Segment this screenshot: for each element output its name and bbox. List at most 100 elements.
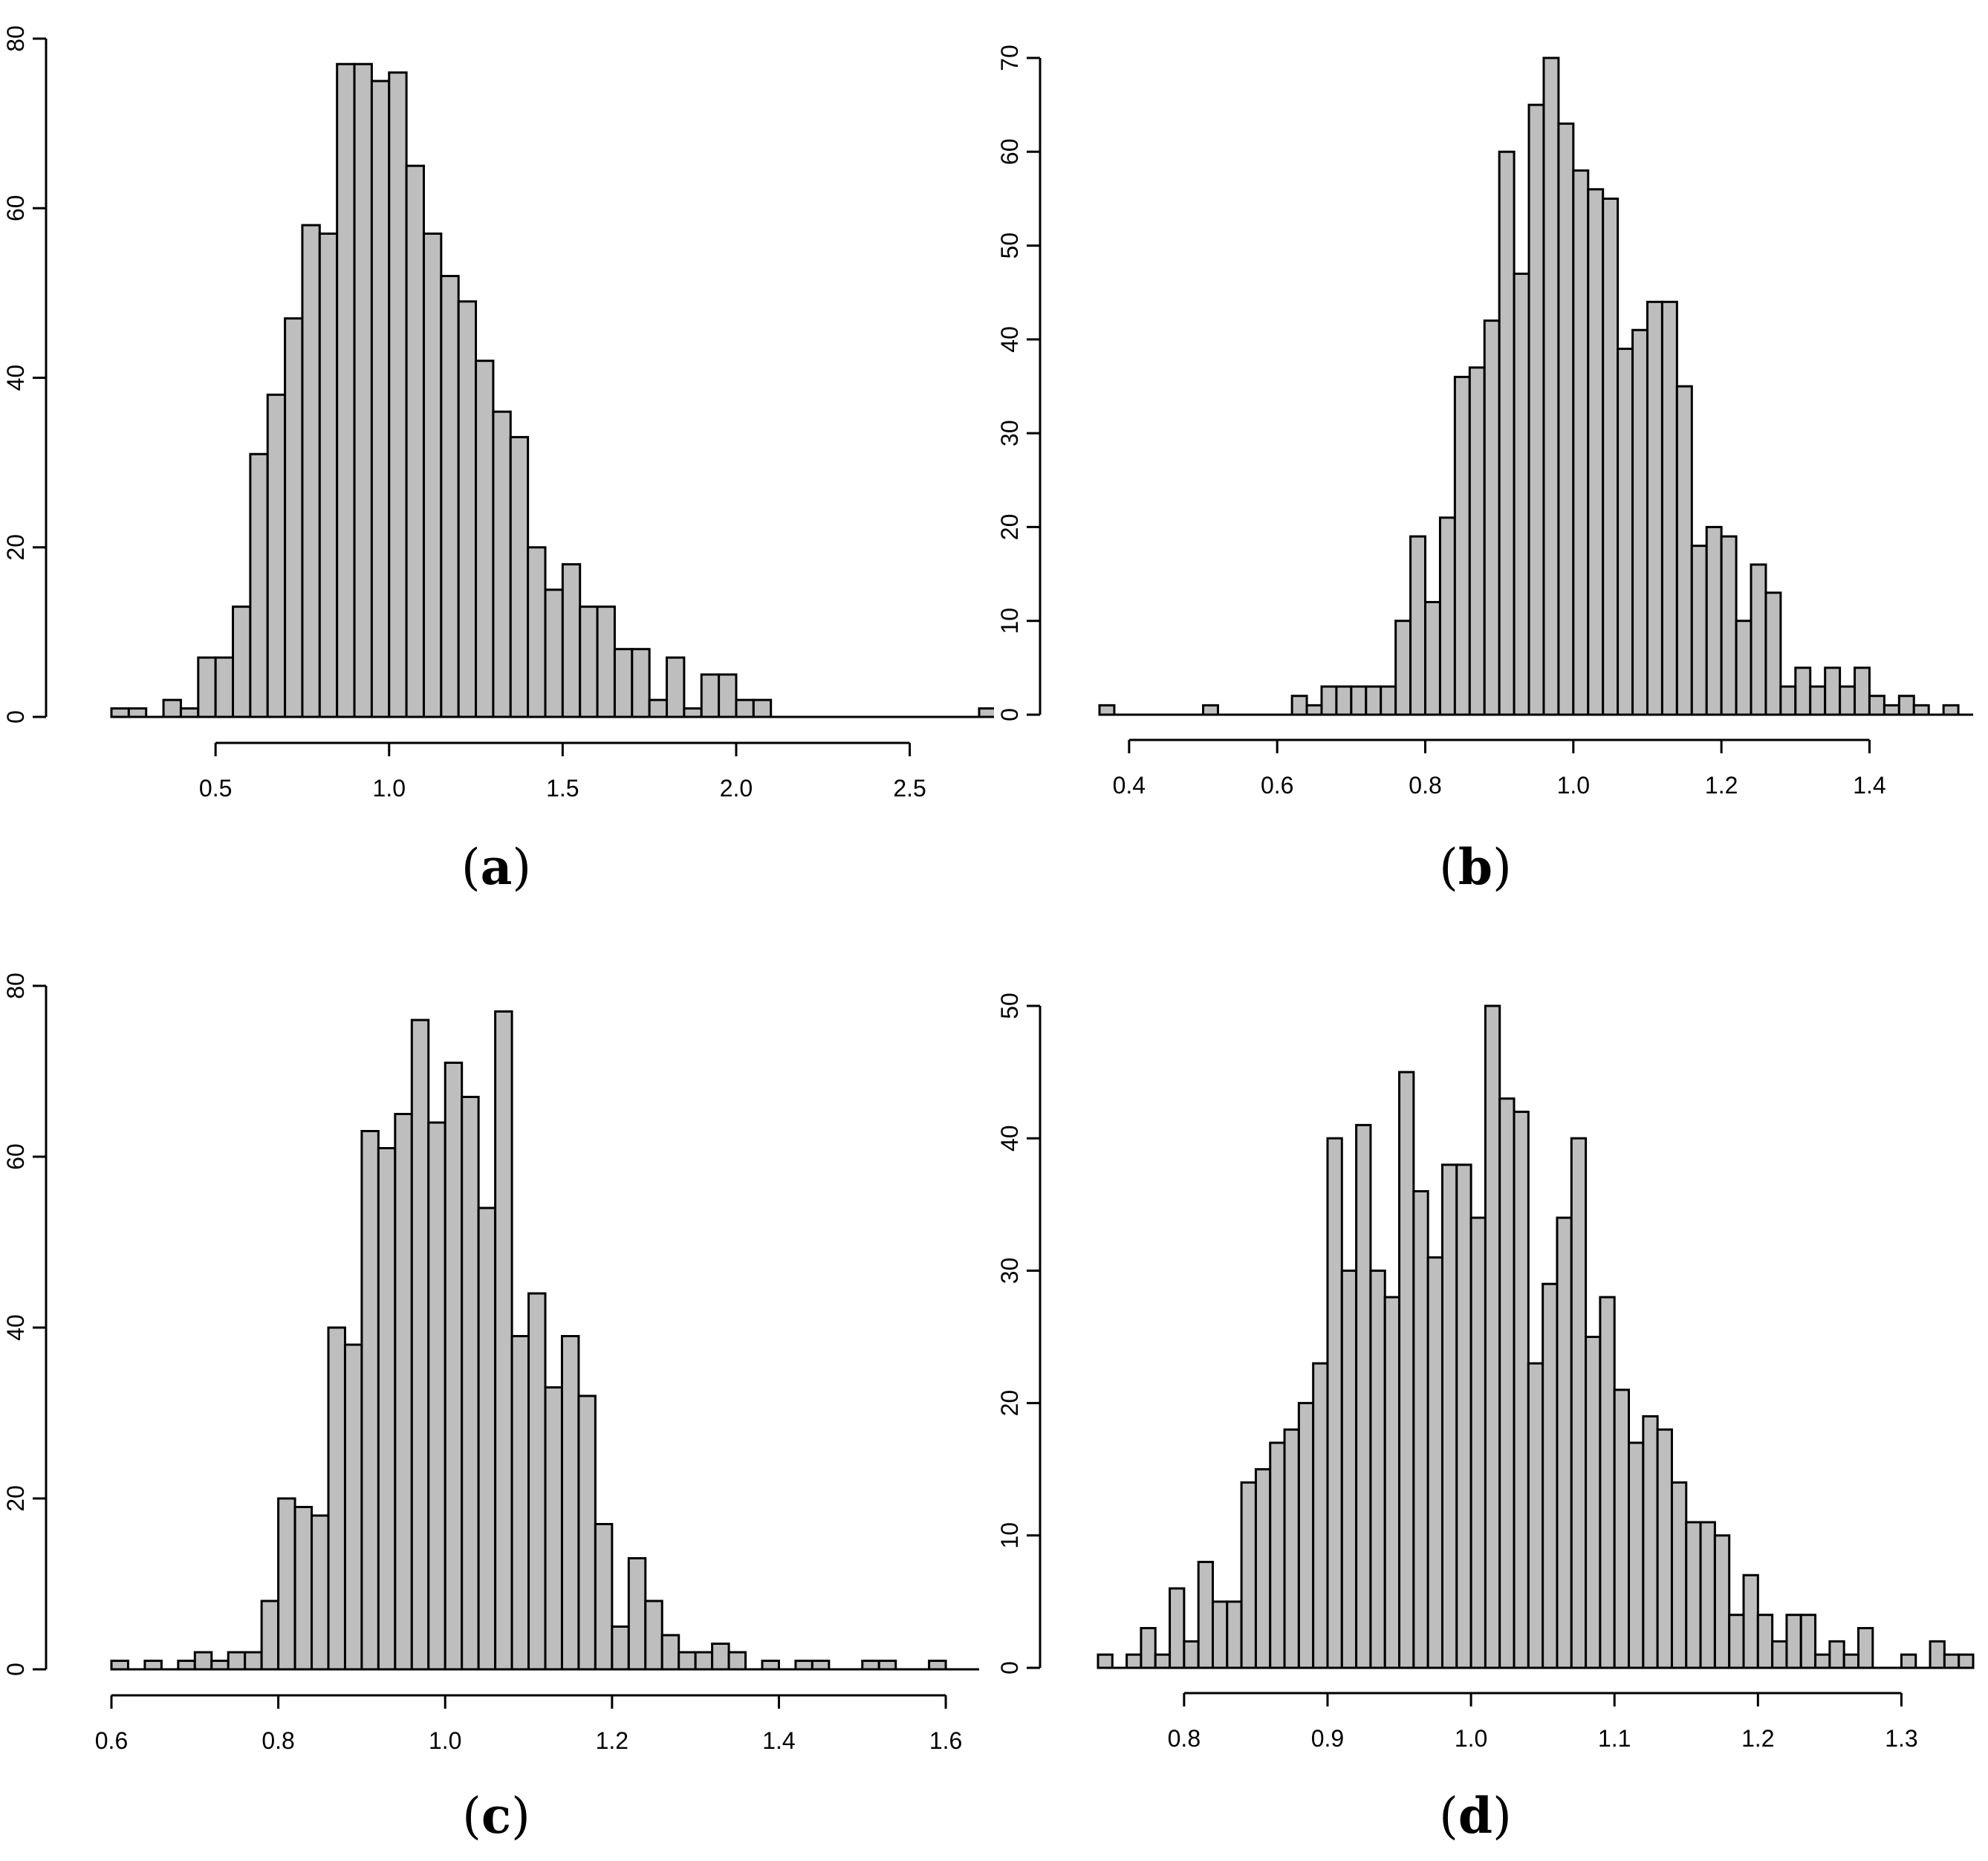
histogram-bar <box>1728 1614 1745 1669</box>
histogram-bar <box>377 1147 397 1671</box>
histogram-bar <box>1642 1415 1659 1669</box>
bars-d <box>1097 1004 1975 1669</box>
histogram-bar <box>727 1651 747 1671</box>
histogram-bar <box>249 452 269 718</box>
panel-label-d: (d) <box>1439 1787 1512 1845</box>
histogram-bar <box>1098 704 1116 716</box>
histogram-bar <box>1369 1269 1386 1669</box>
bars-b <box>1098 56 1960 716</box>
histogram-bar <box>197 656 217 718</box>
x-tick-label: 1.6 <box>929 1727 962 1754</box>
histogram-bar <box>544 588 564 718</box>
histogram-bar <box>752 698 773 718</box>
histogram-bar <box>711 1643 730 1671</box>
histogram-bar <box>1628 1441 1645 1669</box>
histogram-bar <box>1824 666 1842 716</box>
histogram-bar <box>683 707 703 718</box>
x-tick-label: 0.4 <box>1113 772 1146 799</box>
histogram-bar <box>861 1660 880 1671</box>
x-tick-label: 0.6 <box>1261 772 1293 799</box>
histogram-bar <box>232 605 252 718</box>
histogram-bar <box>1656 1428 1673 1669</box>
x-tick-label: 0.8 <box>262 1727 294 1754</box>
histogram-bar <box>388 71 408 718</box>
panel-label-b: (b) <box>1439 838 1512 896</box>
x-tick-label: 1.1 <box>1598 1725 1631 1752</box>
histogram-bar <box>1424 600 1441 716</box>
histogram-bar <box>444 1062 464 1671</box>
histogram-bar <box>494 1010 513 1671</box>
histogram-bar <box>110 707 130 718</box>
histogram-bar <box>1226 1600 1243 1669</box>
histogram-bar <box>1750 563 1767 716</box>
histogram-c-plot: 0 20 40 60 80 0.6 0.8 1.0 1.2 1.4 1.6 (c) <box>2 972 979 1845</box>
y-tick-label: 20 <box>996 514 1023 541</box>
histogram-bar <box>1868 695 1885 716</box>
histogram-bar <box>1883 704 1900 716</box>
histogram-bar <box>811 1660 831 1671</box>
histogram-bar <box>214 656 235 718</box>
histogram-bar <box>644 1599 663 1671</box>
histogram-bar <box>427 1121 446 1671</box>
x-tick-label: 0.8 <box>1409 772 1441 799</box>
histogram-bar <box>492 410 512 718</box>
histogram-bar <box>978 707 994 718</box>
histogram-bar <box>1154 1653 1172 1669</box>
histogram-bar <box>1398 1071 1415 1669</box>
histogram-b-plot: 0 10 20 30 40 50 60 70 0.4 0.6 0.8 1.0 1.2 1.4 (b) <box>996 45 1973 896</box>
histogram-bar <box>1484 1004 1501 1669</box>
histogram-bar <box>1283 1428 1300 1669</box>
histogram-bar <box>560 1335 580 1671</box>
histogram-bar <box>1468 366 1486 716</box>
histogram-bar <box>1169 1587 1186 1669</box>
histogram-bar <box>244 1651 263 1671</box>
x-tick-label: 1.3 <box>1885 1725 1917 1752</box>
histogram-bar <box>1958 1653 1975 1669</box>
y-tick-label: 50 <box>996 993 1023 1019</box>
histogram-bar <box>700 673 721 718</box>
histogram-bar <box>1742 1573 1759 1669</box>
histogram-bar <box>353 62 373 718</box>
histogram-bar <box>1269 1441 1286 1669</box>
histogram-bar <box>631 648 651 718</box>
x-axis-a: 0.5 1.0 1.5 2.0 2.5 <box>199 741 926 802</box>
histogram-bar <box>1570 1137 1588 1669</box>
x-tick-label: 0.9 <box>1311 1725 1344 1752</box>
histogram-bar <box>627 1557 647 1671</box>
y-tick-label: 40 <box>996 1125 1023 1152</box>
histogram-bar <box>311 1514 330 1671</box>
panel-label-c: (c) <box>462 1787 530 1845</box>
y-tick-label: 0 <box>996 1661 1023 1675</box>
histogram-a-plot: 0 20 40 60 80 0.5 1.0 1.5 2.0 2.5 (a) <box>2 25 994 896</box>
histogram-bar <box>422 232 443 718</box>
histogram-bar <box>327 1326 346 1671</box>
histogram-bar <box>1438 516 1456 716</box>
histogram-bar <box>1690 545 1708 716</box>
histogram-bar <box>1542 1282 1559 1669</box>
y-tick-label: 80 <box>2 972 29 999</box>
y-tick-label: 60 <box>2 1143 29 1170</box>
x-tick-label: 1.2 <box>1705 772 1738 799</box>
histogram-bar <box>162 698 182 718</box>
histogram-bar <box>1197 1560 1214 1669</box>
histogram-bar <box>1799 1614 1817 1669</box>
histogram-bar <box>1312 1362 1329 1669</box>
x-tick-label: 2.5 <box>893 775 926 802</box>
histogram-bar <box>1426 1256 1443 1669</box>
histogram-bar <box>1557 122 1575 716</box>
x-tick-label: 1.2 <box>1741 1725 1774 1752</box>
y-tick-label: 10 <box>996 1522 1023 1549</box>
histogram-bar <box>343 1343 363 1671</box>
histogram-bar <box>210 1660 230 1671</box>
histogram-bar <box>1383 1296 1401 1669</box>
y-tick-label: 40 <box>2 365 29 392</box>
histogram-bar <box>1809 685 1827 716</box>
histogram-bar <box>1943 1653 1961 1669</box>
histogram-bar <box>177 1660 196 1671</box>
histogram-bar <box>794 1660 813 1671</box>
histogram-bar <box>1183 1640 1200 1669</box>
histogram-bar <box>1900 1653 1917 1669</box>
histogram-bar <box>1713 1534 1731 1669</box>
x-tick-label: 1.0 <box>429 1727 461 1754</box>
histogram-bar <box>1587 188 1605 716</box>
